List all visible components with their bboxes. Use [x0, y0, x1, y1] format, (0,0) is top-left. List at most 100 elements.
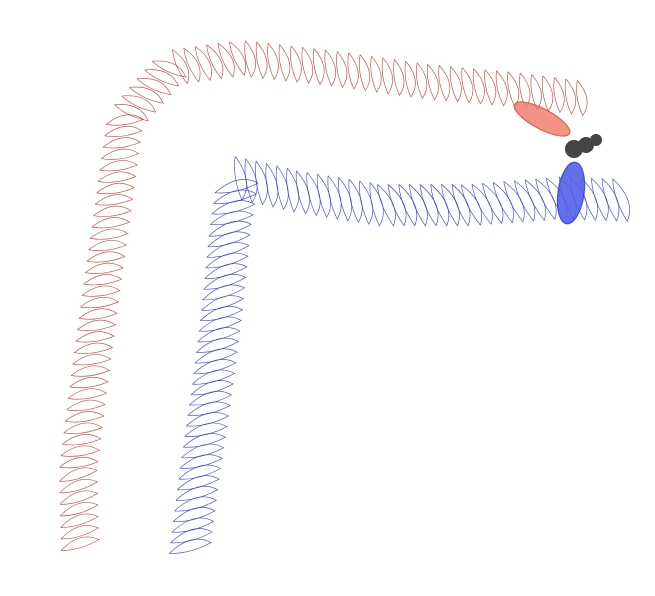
upper-wing-trail-stroke-loop — [370, 55, 382, 93]
lower-wing-trail-stroke-loop — [199, 306, 244, 321]
upper-wing-trail-stroke-loop — [576, 80, 588, 117]
lower-wing-trail-stroke-loop — [460, 184, 482, 226]
lower-wing-trail-stroke-loop — [175, 485, 219, 501]
lower-wing-trail-stroke-loop — [234, 156, 247, 201]
upper-wing-trail-stroke-loop — [136, 78, 172, 96]
upper-wing-trail-stroke-loop — [85, 262, 124, 274]
lower-wing-trail-stroke-loop — [168, 538, 212, 554]
upper-wing-trail-stroke-loop — [101, 148, 140, 160]
upper-wing-trail-stroke-loop — [60, 502, 99, 517]
upper-wing-trail-stroke-loop — [144, 69, 179, 87]
lower-wing-trail-stroke-loop — [174, 496, 218, 512]
upper-wing-trail-stroke-loop — [336, 51, 348, 89]
upper-wing-trail-stroke-loop — [64, 411, 105, 423]
upper-wing-trail-stroke-loop — [426, 64, 439, 101]
lower-wing-trail-stroke-loop — [196, 337, 240, 353]
upper-wing-trail-stroke-loop — [67, 388, 108, 400]
lower-wing-trail-stroke-loop — [184, 422, 228, 438]
insect-body — [565, 134, 602, 158]
lower-wing-trail-stroke-loop — [306, 172, 321, 217]
upper-wing-trail-stroke-loop — [393, 59, 405, 97]
lower-wing-trail-stroke-loop — [179, 454, 223, 469]
upper-wing-trail-stroke-loop — [86, 251, 126, 263]
lower-wing-trail-stroke-loop — [209, 210, 254, 226]
lower-wing-trail-stroke-loop — [176, 475, 220, 491]
upper-wing-trail-stroke-loop — [472, 68, 485, 105]
lower-wing-trail-stroke-loop — [202, 284, 246, 301]
lower-wing-trail-stroke-loop — [591, 177, 609, 222]
lower-wing-trail-stroke-loop — [171, 517, 215, 533]
upper-wing-trail-stroke-loop — [89, 228, 129, 240]
lower-wing-trail-stroke-loop — [201, 295, 245, 311]
upper-wing-trail-stroke-loop — [438, 65, 451, 102]
upper-wing-trail-stroke-loop — [73, 342, 114, 354]
insect-model — [513, 101, 602, 225]
lower-wing-trail-stroke-loop — [338, 177, 353, 222]
upper-wing-trail-stroke-loop — [59, 490, 99, 505]
lower-wing-trail-stroke-loop — [419, 184, 439, 227]
lower-wing-trail-stroke-loop — [208, 220, 252, 237]
upper-wing-trail-stroke-loop — [91, 217, 131, 229]
upper-wing-trail-stroke-loop — [217, 42, 235, 78]
lower-wing-trail-stroke-loop — [503, 181, 525, 223]
lower-wing-trail-stroke-loop — [286, 167, 300, 213]
upper-wing — [513, 101, 571, 137]
upper-wing-trail-stroke-loop — [194, 46, 212, 82]
lower-wing-trail-stroke-loop — [205, 252, 249, 269]
upper-wing-trail-stroke-loop — [449, 66, 462, 103]
lower-wing-trail-stroke-loop — [387, 184, 407, 227]
upper-wing-trail-stroke-loop — [59, 456, 99, 469]
upper-wing-trail-stroke-loop — [97, 171, 137, 183]
lower-wing-trail-stroke-loop — [182, 433, 227, 448]
upper-wing-trail-stroke-loop — [404, 60, 416, 98]
lower-wing-trail-stroke-loop — [601, 178, 620, 222]
lower-wing-trail-stroke-loop — [398, 184, 418, 227]
upper-wing-trail-stroke-loop — [381, 57, 393, 95]
lower-wing-trail-stroke-loop — [206, 242, 250, 258]
upper-wing-trail-stroke-loop — [69, 376, 109, 389]
lower-wing-trail-stroke-loop — [348, 178, 363, 224]
lower-wing-trail-stroke-loop — [535, 178, 557, 221]
upper-wing-trail-stroke-loop — [60, 525, 100, 540]
lower-wing-trail-stroke-loop — [451, 183, 471, 227]
lower-wing-trail-stroke-loop — [265, 163, 279, 208]
upper-wing-trail-stroke-loop — [244, 40, 256, 78]
lower-wing-trail-stroke-loop — [327, 175, 342, 220]
upper-wing-trail-stroke-loop — [324, 49, 337, 87]
lower-wing-trail-stroke-loop — [204, 263, 248, 280]
upper-wing-trail-stroke-loop — [121, 95, 157, 113]
upper-wing-trail-stroke-loop — [80, 297, 120, 309]
lower-wing-trail-stroke-loop — [214, 179, 259, 194]
upper-wing-trail-stroke-loop — [94, 194, 134, 206]
lower-wing-trail-stroke-loop — [275, 165, 289, 211]
upper-wing-trail-stroke-loop — [358, 54, 371, 92]
lower-wing-trail-stroke-loop — [612, 178, 630, 223]
upper-wing-trail-stroke-loop — [66, 399, 106, 412]
lower-wing-trail-stroke-loop — [189, 390, 233, 406]
lower-wing-trail-stroke-loop — [430, 183, 450, 227]
lower-wing-trail-stroke-loop — [181, 443, 225, 459]
lower-wing-trail-stroke-loop — [441, 183, 460, 227]
upper-wing-trail-stroke-loop — [290, 45, 302, 83]
upper-wing-trail-stroke-loop — [553, 77, 565, 114]
upper-wing-trail — [59, 40, 588, 551]
upper-wing-trail-stroke-loop — [172, 49, 190, 85]
lower-wing-trail-stroke-loop — [524, 179, 546, 221]
lower-wing-trail-stroke-loop — [193, 359, 237, 374]
upper-wing-trail-stroke-loop — [78, 308, 118, 320]
upper-wing-trail-stroke-loop — [183, 47, 201, 83]
insect-abdomen — [565, 140, 583, 158]
lower-wing-trail-stroke-loop — [255, 160, 268, 206]
lower-wing-trail-stroke-loop — [244, 158, 258, 203]
upper-wing-trail-stroke-loop — [102, 137, 141, 149]
upper-wing-trail-stroke-loop — [461, 67, 474, 104]
upper-wing-trail-stroke-loop — [96, 182, 135, 195]
upper-wing-trail-stroke-loop — [62, 434, 102, 446]
lower-wing-trail-stroke-loop — [170, 528, 213, 544]
upper-wing-trail-stroke-loop — [72, 354, 112, 366]
lower-wing-trail-stroke-loop — [185, 412, 230, 427]
lower-wing-trail-stroke-loop — [409, 184, 428, 227]
upper-wing-trail-stroke-loop — [63, 422, 103, 434]
upper-wing-trail-stroke-loop — [59, 479, 98, 494]
upper-wing-trail-stroke-loop — [278, 44, 291, 82]
